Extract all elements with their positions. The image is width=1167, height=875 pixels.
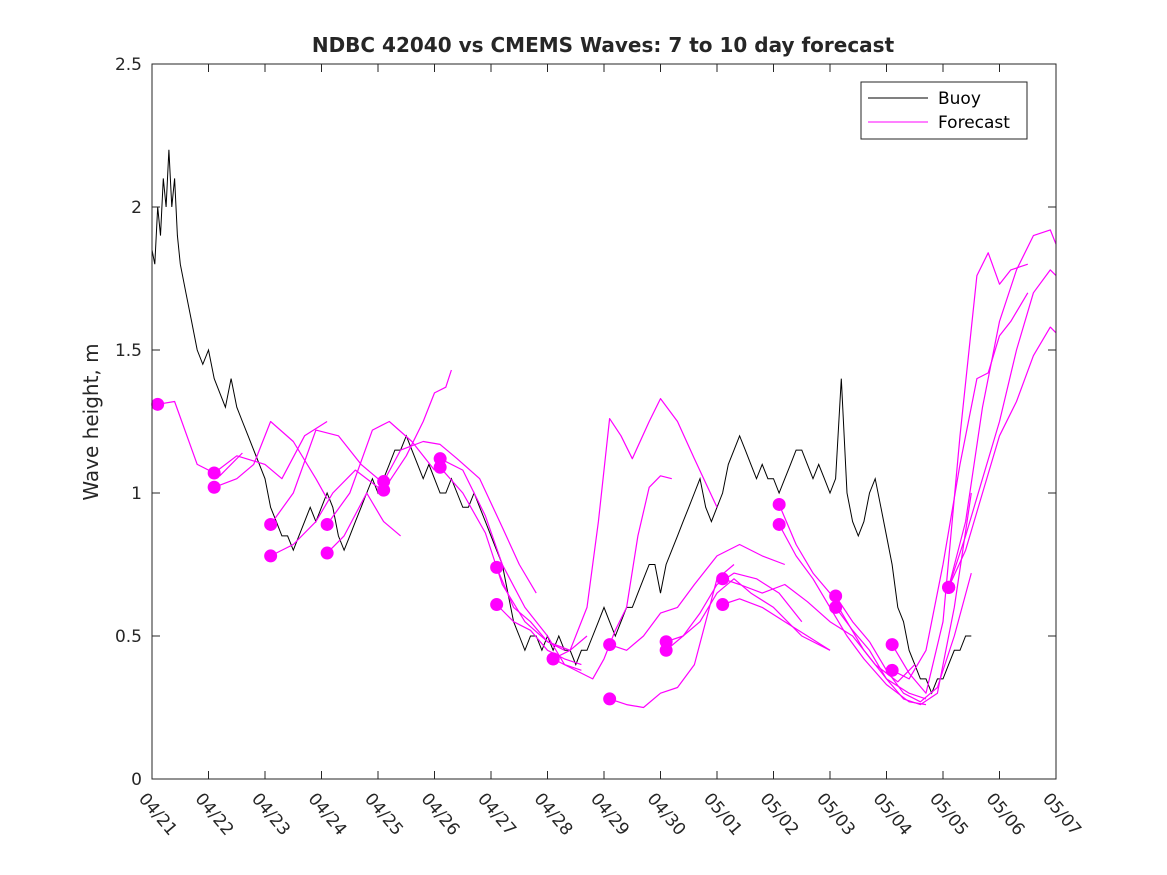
- forecast-start-marker: [772, 517, 786, 531]
- legend-forecast-label: Forecast: [938, 113, 1010, 133]
- forecast-line: [948, 269, 1056, 588]
- forecast-start-marker: [829, 600, 843, 614]
- forecast-start-marker: [885, 638, 899, 652]
- forecast-line: [270, 469, 379, 557]
- forecast-line: [496, 604, 582, 666]
- forecast-line: [552, 475, 672, 680]
- forecast-start-marker: [264, 549, 278, 563]
- forecast-line: [157, 400, 243, 477]
- forecast-line: [213, 420, 328, 499]
- forecast-line: [778, 504, 927, 700]
- forecast-start-marker: [603, 638, 617, 652]
- forecast-line: [835, 492, 972, 706]
- forecast-start-marker: [207, 466, 221, 480]
- forecast-line: [496, 567, 588, 651]
- legend: Buoy Forecast: [860, 81, 1028, 140]
- forecast-start-marker: [716, 572, 730, 586]
- forecast-line: [326, 420, 435, 525]
- forecast-start-marker: [829, 589, 843, 603]
- forecast-start-marker: [320, 546, 334, 560]
- y-tick-label: 1.5: [115, 341, 142, 361]
- forecast-line: [948, 229, 1056, 588]
- forecast-line: [383, 369, 452, 491]
- forecast-start-marker: [377, 483, 391, 497]
- legend-box: [860, 81, 1028, 140]
- y-tick-label: 0: [131, 770, 142, 790]
- forecast-start-marker: [716, 598, 730, 612]
- y-axis-label: Wave height, m: [79, 343, 103, 500]
- y-tick-label: 1: [131, 484, 142, 504]
- forecast-line: [609, 564, 735, 709]
- forecast-start-marker: [433, 460, 447, 474]
- series-layer: [152, 149, 1056, 709]
- forecast-line: [609, 543, 786, 651]
- forecast-start-marker: [546, 652, 560, 666]
- forecast-start-marker: [207, 480, 221, 494]
- marker-layer: [151, 397, 956, 706]
- y-tick-label: 0.5: [115, 627, 142, 647]
- forecast-start-marker: [772, 497, 786, 511]
- forecast-line: [326, 492, 401, 554]
- forecast-line: [213, 420, 328, 480]
- legend-buoy-label: Buoy: [938, 89, 981, 109]
- forecast-line: [552, 398, 718, 660]
- forecast-line: [835, 572, 972, 703]
- y-tick-label: 2.5: [115, 55, 142, 75]
- forecast-start-marker: [264, 517, 278, 531]
- forecast-start-marker: [885, 663, 899, 677]
- forecast-start-marker: [151, 397, 165, 411]
- forecast-line: [439, 458, 582, 671]
- chart-title: NDBC 42040 vs CMEMS Waves: 7 to 10 day f…: [312, 33, 895, 57]
- forecast-start-marker: [603, 692, 617, 706]
- forecast-start-marker: [320, 517, 334, 531]
- forecast-start-marker: [659, 643, 673, 657]
- forecast-line: [270, 429, 379, 525]
- forecast-start-marker: [490, 560, 504, 574]
- forecast-line: [891, 252, 1028, 694]
- forecast-line: [722, 598, 831, 651]
- forecast-start-marker: [490, 598, 504, 612]
- y-tick-label: 2: [131, 198, 142, 218]
- forecast-start-marker: [942, 580, 956, 594]
- forecast-line: [948, 326, 1056, 588]
- forecast-line: [383, 440, 537, 594]
- forecast-line: [891, 292, 1029, 680]
